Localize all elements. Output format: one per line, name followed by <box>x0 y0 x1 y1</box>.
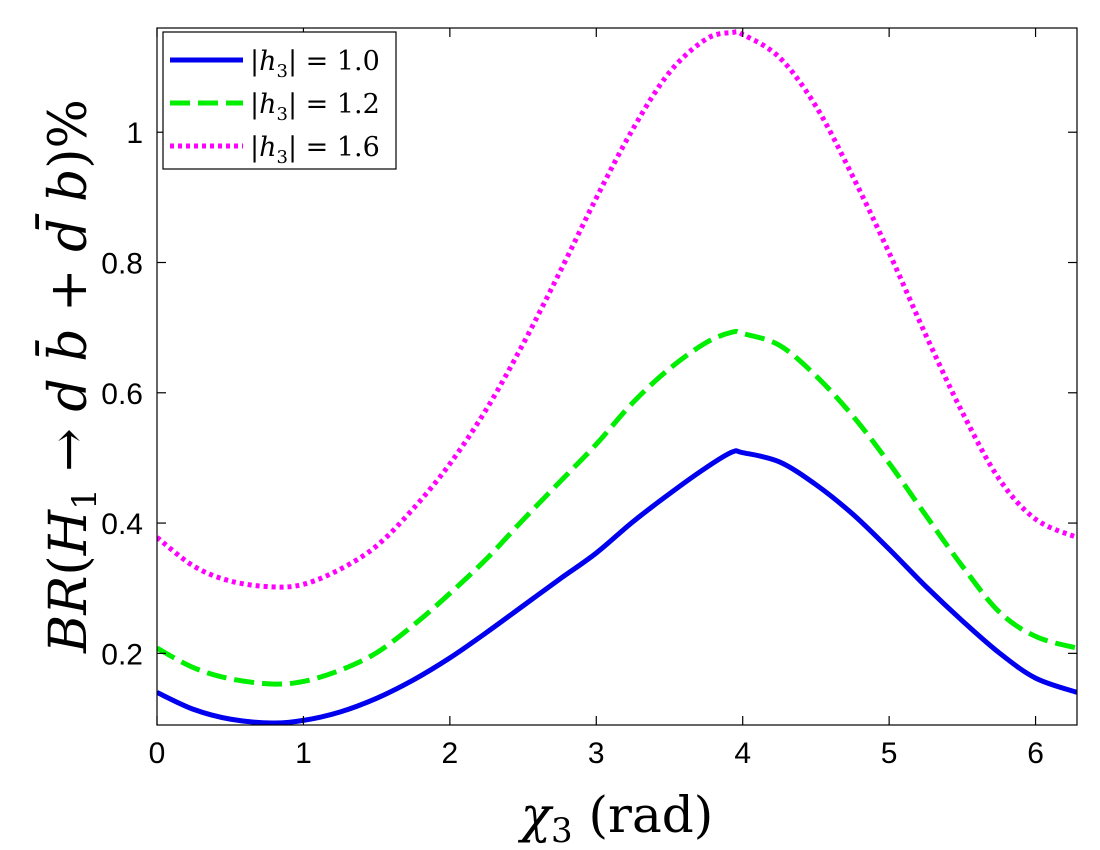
plot-series <box>157 29 1077 725</box>
y-tick-label: 0.4 <box>101 508 143 541</box>
series-line-2 <box>157 328 1077 687</box>
axis-ticks: 0 1 2 3 4 5 6 0.2 0.4 0.6 0.8 1 <box>101 28 1077 770</box>
legend-label-3: |h3| = 1.6 <box>250 132 380 168</box>
series-line-3 <box>157 29 1077 590</box>
x-tick-label: 2 <box>442 737 459 770</box>
plot-frame <box>156 27 1078 726</box>
legend: |h3| = 1.0 |h3| = 1.2 |h3| = 1.6 <box>162 31 397 170</box>
x-tick-label: 3 <box>588 737 605 770</box>
y-tick-label: 0.2 <box>101 638 143 671</box>
x-tick-label: 4 <box>734 737 751 770</box>
legend-label-2: |h3| = 1.2 <box>250 89 380 125</box>
series-line-1 <box>157 448 1077 725</box>
y-tick-label: 0.6 <box>101 378 143 411</box>
y-tick-label: 1 <box>126 117 143 150</box>
x-axis-label: χ3 (rad) <box>518 786 714 850</box>
y-tick-label: 0.8 <box>101 248 143 281</box>
x-tick-label: 0 <box>149 737 166 770</box>
legend-label-1: |h3| = 1.0 <box>250 46 380 82</box>
x-tick-label: 6 <box>1027 737 1044 770</box>
x-tick-label: 5 <box>881 737 898 770</box>
x-tick-label: 1 <box>295 737 312 770</box>
y-axis-label: BR(H1 → d b̄ + d̄ b)% <box>36 99 105 654</box>
